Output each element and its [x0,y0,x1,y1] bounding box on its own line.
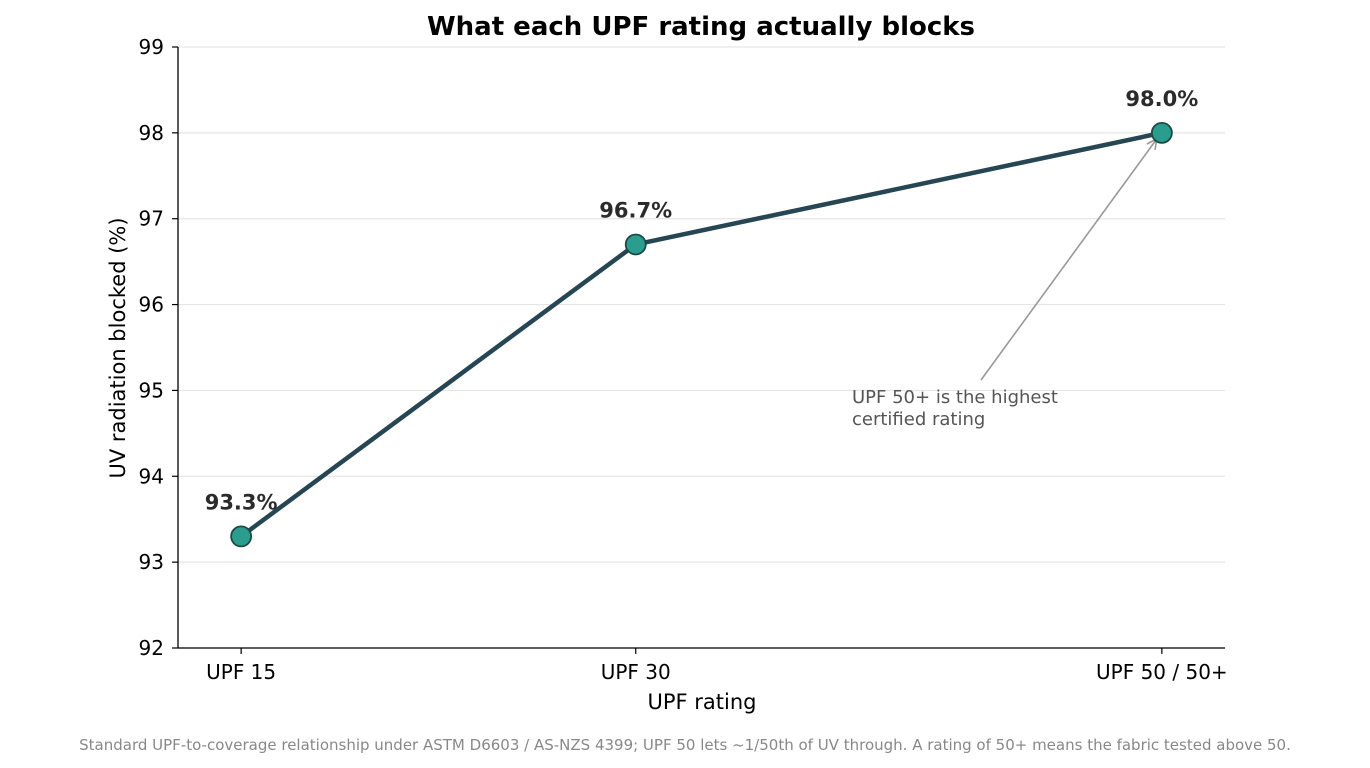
y-tick-label: 98 [139,121,164,145]
x-ticks: UPF 15 UPF 30 UPF 50 / 50+ [206,648,1228,684]
y-tick-label: 92 [139,636,164,660]
x-tick-label: UPF 15 [206,660,276,684]
data-label: 96.7% [599,198,672,222]
data-point [230,525,253,548]
data-label: 93.3% [205,490,278,514]
footnote: Standard UPF-to-coverage relationship un… [79,736,1291,754]
annotation: UPF 50+ is the highest certified rating [852,137,1158,430]
y-tick-label: 96 [139,293,164,317]
x-axis-label: UPF rating [648,690,757,714]
data-labels: 93.3% 96.7% 98.0% [205,87,1199,515]
annotation-arrow [980,138,1158,381]
y-ticks: 92 93 94 95 96 97 98 99 [139,35,178,660]
annotation-line-1: UPF 50+ is the highest [852,387,1058,408]
x-tick-label: UPF 50 / 50+ [1096,660,1228,684]
x-tick-label: UPF 30 [601,660,671,684]
y-tick-label: 94 [139,464,164,488]
data-point [624,233,647,256]
y-tick-label: 97 [139,207,164,231]
data-label: 98.0% [1125,87,1198,111]
data-point [1150,121,1173,144]
y-tick-label: 99 [139,35,164,59]
y-tick-label: 93 [139,550,164,574]
annotation-line-2: certified rating [852,409,985,430]
series [230,121,1173,548]
y-tick-label: 95 [139,378,164,402]
axes [177,47,1225,649]
grid-lines [178,46,1225,649]
y-axis-label: UV radiation blocked (%) [106,217,130,478]
chart-title: What each UPF rating actually blocks [427,12,975,42]
